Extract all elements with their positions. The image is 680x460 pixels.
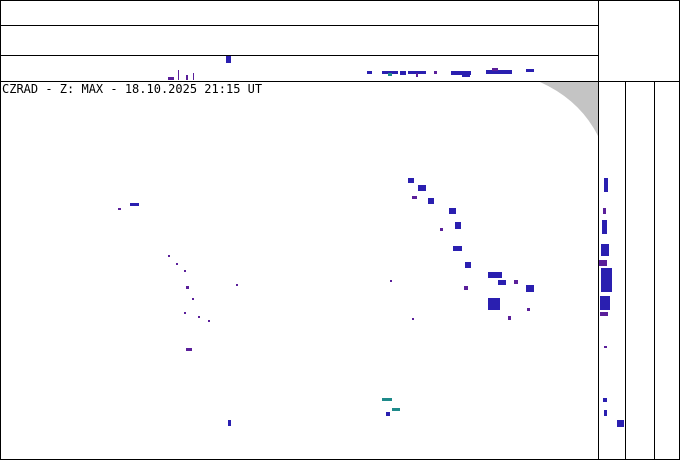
side-projection-echoes — [599, 178, 624, 427]
out-of-range-area — [540, 82, 598, 136]
map-echoes — [118, 178, 534, 426]
product-title: CZRAD - Z: MAX - 18.10.2025 21:15 UT — [2, 82, 262, 96]
top-projection-echoes — [168, 56, 534, 80]
